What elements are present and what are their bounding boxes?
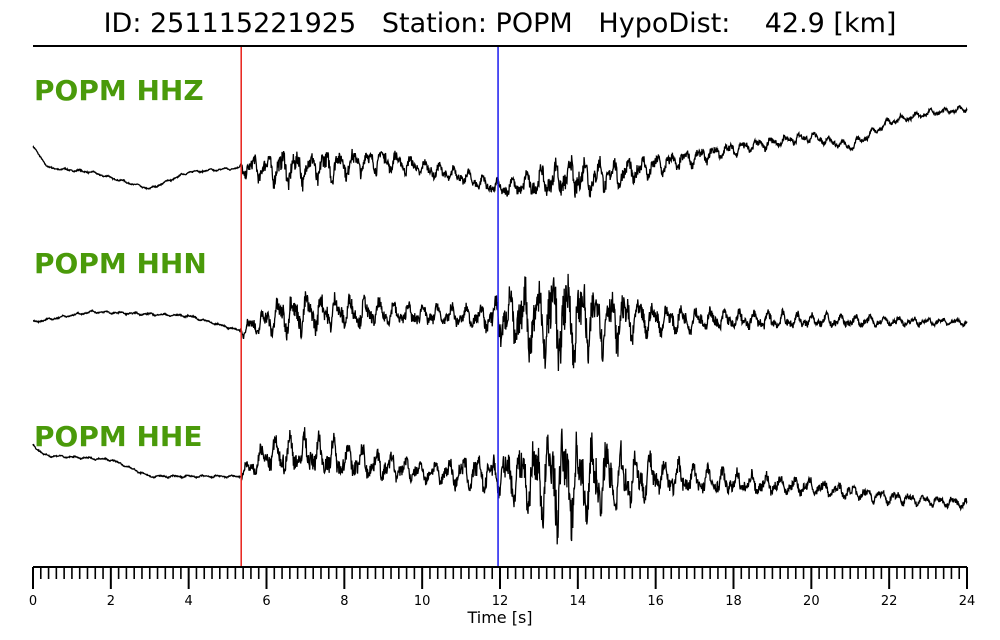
x-tick-label: 2 bbox=[107, 594, 115, 609]
waveform-trace-hhe bbox=[32, 427, 968, 545]
x-tick-label: 10 bbox=[414, 594, 431, 609]
trace-label-hhn: POPM HHN bbox=[34, 247, 207, 280]
title-rule bbox=[33, 45, 967, 47]
trace-label-hhz: POPM HHZ bbox=[34, 74, 204, 107]
x-tick-label: 16 bbox=[647, 594, 664, 609]
x-axis-label: Time [s] bbox=[466, 608, 532, 627]
waveform-trace-hhn bbox=[32, 273, 968, 372]
x-tick-label: 18 bbox=[725, 594, 742, 609]
x-tick-label: 22 bbox=[881, 594, 898, 609]
x-tick-label: 8 bbox=[340, 594, 348, 609]
x-tick-label: 12 bbox=[492, 594, 509, 609]
x-tick-label: 14 bbox=[570, 594, 587, 609]
x-tick-label: 0 bbox=[29, 594, 37, 609]
x-tick-label: 6 bbox=[262, 594, 270, 609]
x-tick-label: 4 bbox=[185, 594, 193, 609]
trace-label-hhe: POPM HHE bbox=[34, 420, 203, 453]
waveform-trace-hhz bbox=[32, 104, 968, 198]
chart-title: ID: 251115221925 Station: POPM HypoDist:… bbox=[103, 8, 897, 39]
x-tick-label: 20 bbox=[803, 594, 820, 609]
x-tick-label: 24 bbox=[959, 594, 976, 609]
